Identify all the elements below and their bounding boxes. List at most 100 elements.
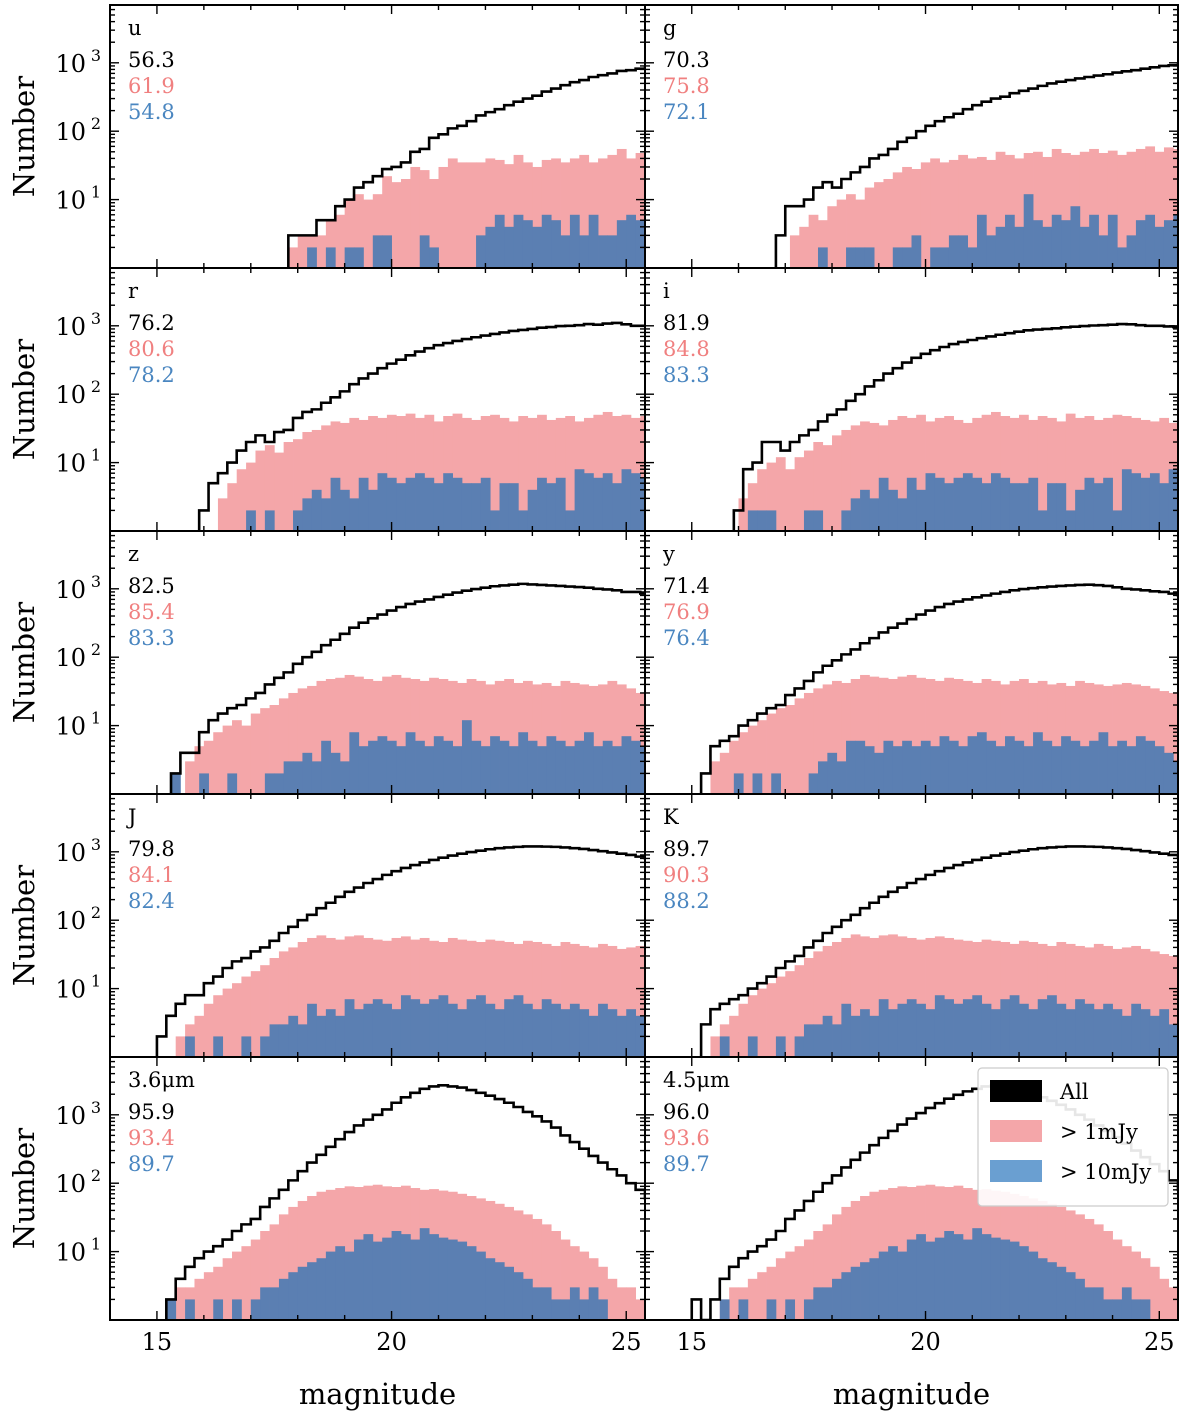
bar-mid [1112,948,1123,1057]
bar-high [616,1015,627,1057]
bar-high [747,510,758,531]
bar-high [752,773,763,794]
bar-mid [297,235,308,268]
bar-high [934,477,945,531]
bar-mid [1047,1203,1057,1320]
bar-high [171,773,181,794]
bar-high [990,1237,1001,1320]
bar-high [335,1015,346,1057]
bar-high [832,1024,842,1057]
bar-mid [785,469,796,531]
bar-high [612,483,622,531]
bar-mid [1187,761,1197,794]
plot-area [155,845,664,1057]
bar-high [551,1299,561,1320]
bar-mid [967,158,978,268]
bar-mid [1061,153,1071,268]
bar-mid [616,148,627,268]
bar-high [883,740,894,794]
bar-mid [664,146,674,268]
bar-high [1126,746,1137,794]
bar-high [368,740,378,794]
bar-mid [1093,419,1104,531]
stat-label: 84.1 [128,863,175,887]
panel-6: 10 1 10 2 10 3 J 79.884.182.4 [55,793,664,1058]
bar-high [260,1287,270,1320]
bar-mid [739,247,749,268]
bar-high [766,510,777,531]
bar-mid [307,1195,317,1320]
bar-mid [391,182,402,268]
bar-high [1000,999,1011,1057]
bar-mid [532,1218,543,1320]
band-label: i [663,279,670,303]
bar-high [499,483,510,531]
bar-mid [1103,945,1113,1057]
bar-high [1183,206,1193,268]
bar-high [1103,1003,1113,1057]
bar-high [386,477,397,531]
bar-mid [654,951,664,1057]
y-tick-exponent: 3 [91,835,101,854]
panel-4: 10 1 10 2 10 3 z 82.585.483.3 [55,530,646,795]
bar-high [897,1251,908,1320]
bar-mid [1065,1210,1076,1320]
bar-high [897,498,908,531]
bar-mid [278,1214,289,1320]
bar-mid [794,457,805,531]
bar-high [443,740,453,794]
bar-high [860,1009,870,1057]
bar-mid [827,206,838,268]
bar-high [1028,1251,1039,1320]
bar-high [269,1287,280,1320]
bar-high [920,740,931,794]
bar-mid [551,1231,561,1320]
bar-mid [654,149,664,268]
bar-high [551,1003,561,1057]
panel-3: i 81.984.883.3 [644,267,1179,532]
bar-mid [260,708,270,794]
stat-label: 71.4 [663,574,710,598]
bar-mid [241,976,252,1057]
bar-mid [203,1272,214,1320]
bar-mid [1145,146,1156,268]
bar-mid [541,159,552,268]
bar-mid [626,947,637,1057]
bar-high [522,1278,533,1320]
bar-mid [1079,151,1090,268]
bar-mid [264,445,275,531]
bar-mid [579,945,590,1057]
bar-high [1075,999,1085,1057]
bar-mid [692,146,702,268]
bar-high [1047,995,1057,1057]
bar-mid [785,1251,796,1320]
bar-high [827,752,838,794]
bar-mid [878,935,889,1057]
y-axis-titles: Number Number Number Number Number [7,76,41,1249]
bar-mid [232,983,242,1057]
bar-high [1163,220,1174,268]
bar-mid [846,194,856,268]
bar-high [1079,746,1090,794]
bar-mid [775,1258,786,1320]
bar-high [593,477,604,531]
bar-high [471,740,482,794]
bar-mid [720,149,730,268]
bar-mid [504,1206,514,1320]
bar-mid [569,943,580,1057]
bar-high [598,235,608,268]
bar-high [396,746,407,794]
bar-mid [616,948,627,1057]
bar-mid [1112,414,1123,531]
bar-high [869,498,880,531]
bar-high [654,1024,664,1057]
bar-mid [785,971,796,1057]
bar-mid [1140,1258,1151,1320]
bar-high [972,477,983,531]
bar-high [382,1003,392,1057]
bar-high [541,214,552,268]
legend-swatch [990,1080,1042,1102]
bar-mid [925,679,936,794]
bar-high [344,999,355,1057]
bar-high [325,1009,336,1057]
